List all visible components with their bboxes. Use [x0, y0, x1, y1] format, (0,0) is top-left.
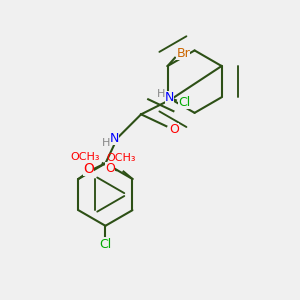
Text: O: O — [83, 163, 94, 176]
Text: OCH₃: OCH₃ — [71, 152, 100, 162]
Text: Br: Br — [176, 47, 190, 60]
Text: O: O — [169, 123, 179, 136]
Text: H: H — [102, 138, 110, 148]
Text: OCH₃: OCH₃ — [106, 153, 136, 163]
Text: Cl: Cl — [178, 96, 190, 109]
Text: H: H — [157, 89, 166, 99]
Text: N: N — [110, 132, 119, 145]
Text: Cl: Cl — [99, 238, 112, 251]
Text: O: O — [105, 162, 115, 175]
Text: N: N — [165, 92, 174, 104]
